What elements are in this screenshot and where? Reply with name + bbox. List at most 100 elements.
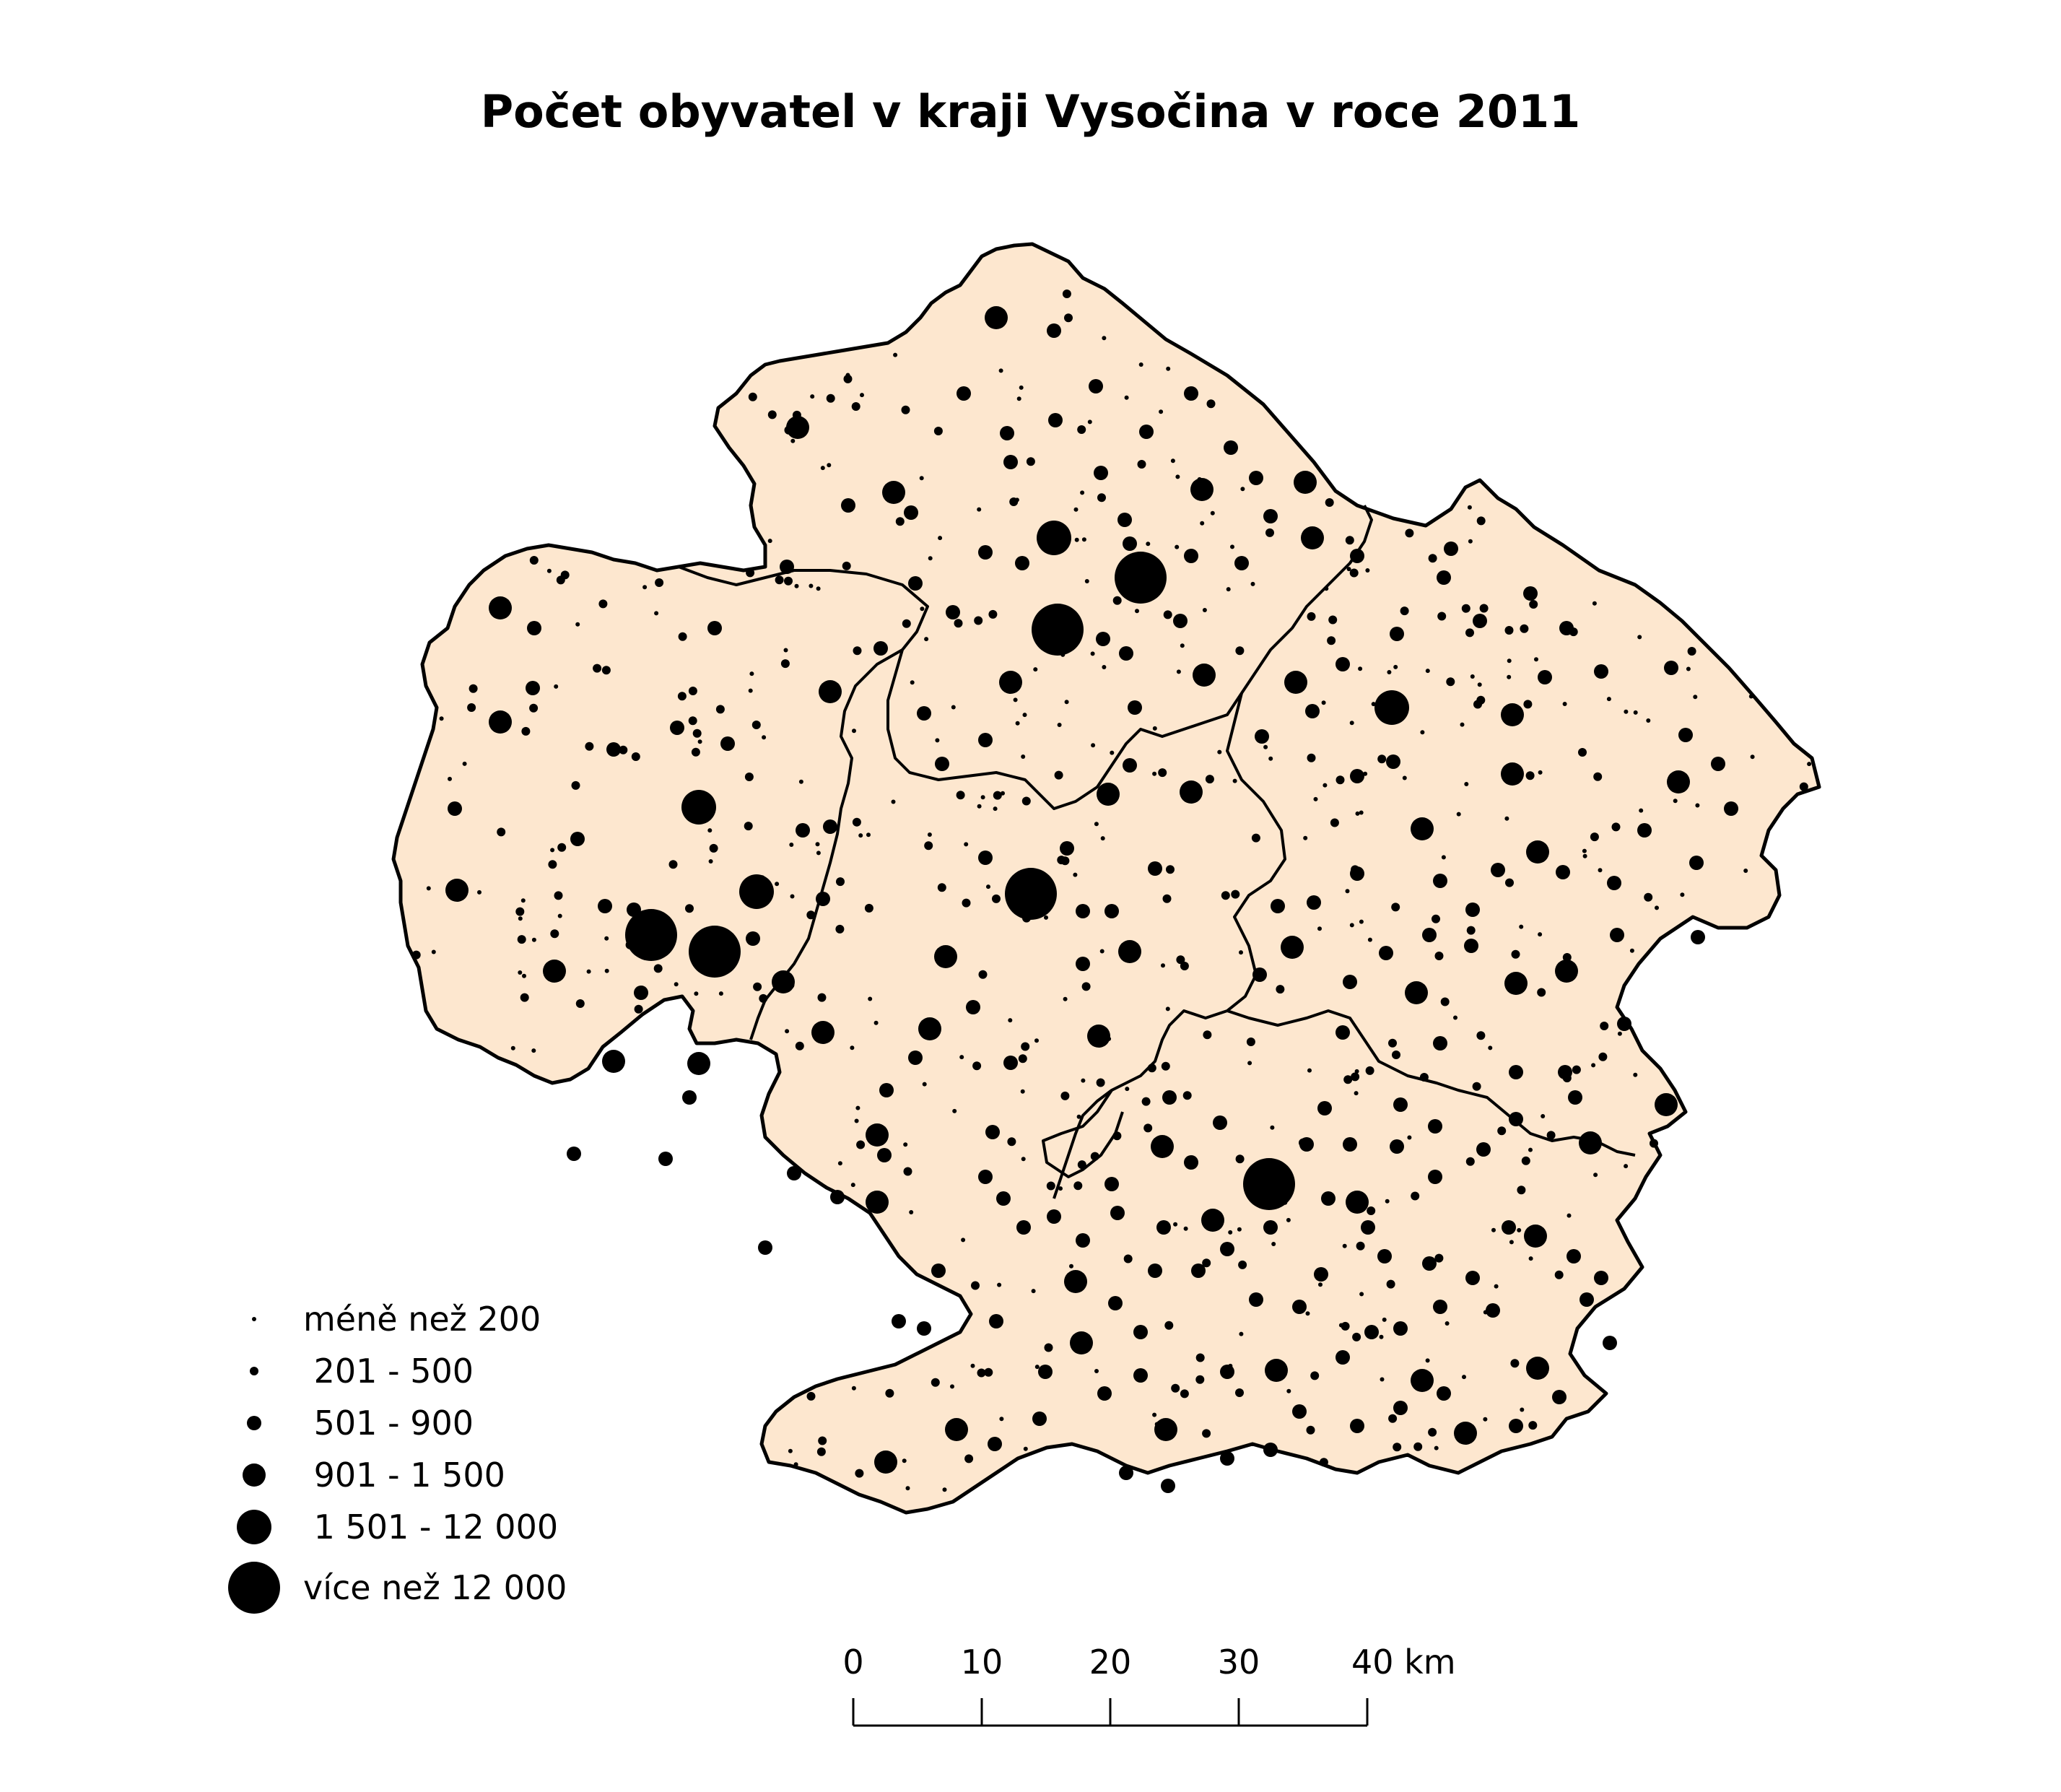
settlement-symbol-large-36 (1501, 703, 1524, 726)
legend-symbol-1 (252, 1317, 256, 1321)
settlement-symbol-medium-147 (1220, 1365, 1234, 1379)
settlement-symbol-medium-53 (527, 621, 541, 635)
settlement-symbol-small-80 (1517, 1227, 1522, 1232)
settlement-symbol-medium-40 (682, 1090, 697, 1105)
settlement-symbol-small-219 (858, 833, 863, 838)
settlement-symbol-small-240 (864, 903, 873, 913)
settlement-symbol-small-446 (1593, 1173, 1598, 1178)
settlement-symbol-medium-17 (917, 706, 931, 721)
settlement-symbol-small-216 (1112, 596, 1122, 605)
settlement-symbol-small-401 (837, 1161, 842, 1166)
settlement-symbol-small-101 (1091, 743, 1096, 748)
map-title: Počet obyvatel v kraji Vysočina v roce 2… (480, 85, 1581, 138)
settlement-symbol-small-465 (1286, 1217, 1291, 1222)
settlement-symbol-medium-48 (816, 892, 830, 906)
settlement-symbol-medium-82 (1594, 664, 1608, 679)
settlement-symbol-small-439 (1507, 674, 1512, 679)
settlement-symbol-small-141 (1510, 1359, 1520, 1368)
settlement-symbol-small-458 (1007, 1137, 1016, 1147)
settlement-symbol-small-186 (1159, 409, 1164, 414)
settlement-symbol-medium-138 (1016, 1220, 1031, 1235)
settlement-symbol-small-92 (902, 1458, 907, 1463)
settlement-symbol-small-147 (1303, 835, 1308, 840)
settlement-symbol-small-52 (816, 1447, 826, 1456)
settlement-symbol-medium-137 (1047, 1209, 1061, 1224)
settlement-symbol-medium-79 (1637, 823, 1652, 838)
settlement-symbol-medium-0 (957, 386, 971, 401)
settlement-symbol-small-207 (1472, 1082, 1481, 1091)
settlement-symbol-small-197 (954, 619, 963, 628)
settlement-symbol-small-8 (1468, 539, 1473, 544)
settlement-symbol-small-131 (820, 466, 825, 471)
settlement-symbol-small-453 (1477, 682, 1482, 687)
settlement-symbol-large-33 (866, 1191, 889, 1214)
settlement-symbol-small-6 (993, 791, 1002, 800)
settlement-symbol-small-152 (1382, 1317, 1387, 1322)
settlement-symbol-small-65 (1018, 1054, 1027, 1064)
legend-label-3: 501 - 900 (303, 1404, 474, 1443)
settlement-symbol-medium-25 (1148, 861, 1162, 876)
settlement-symbol-medium-130 (1292, 1300, 1307, 1314)
settlement-symbol-small-42 (806, 910, 816, 920)
settlement-symbol-small-363 (546, 568, 552, 573)
settlement-symbol-small-30 (1359, 810, 1364, 815)
settlement-symbol-large-41 (1281, 936, 1304, 959)
settlement-symbol-small-175 (634, 1004, 643, 1014)
settlement-symbol-small-436 (1019, 385, 1024, 390)
settlement-symbol-small-336 (554, 891, 563, 900)
settlement-symbol-large-23 (602, 1050, 625, 1073)
settlement-symbol-small-179 (1380, 1377, 1385, 1382)
settlement-symbol-small-457 (1081, 1078, 1086, 1083)
settlement-symbol-large-40 (1526, 840, 1549, 864)
settlement-symbol-medium-159 (1263, 1443, 1278, 1457)
settlement-symbol-small-333 (845, 373, 850, 378)
settlement-symbol-small-426 (1202, 1429, 1211, 1438)
settlement-symbol-small-275 (793, 1462, 798, 1467)
settlement-symbol-small-456 (873, 1020, 879, 1025)
settlement-symbol-small-473 (1058, 1186, 1063, 1191)
settlement-symbol-small-59 (1567, 1213, 1572, 1218)
settlement-symbol-small-374 (1413, 1442, 1423, 1451)
legend-symbol-4 (243, 1463, 266, 1487)
settlement-symbol-small-340 (1158, 768, 1167, 778)
district-borders (678, 505, 1636, 1199)
settlement-symbol-small-50 (462, 761, 467, 766)
settlement-symbol-small-11 (762, 735, 767, 740)
settlement-symbol-small-302 (1064, 700, 1069, 705)
settlement-symbol-small-201 (1520, 1407, 1525, 1412)
settlement-symbol-large-32 (866, 1123, 889, 1147)
settlement-symbol-small-27 (1147, 1064, 1156, 1073)
settlement-symbol-small-395 (937, 883, 946, 892)
settlement-symbol-medium-151 (1437, 1386, 1451, 1401)
settlement-symbol-small-493 (1465, 1157, 1475, 1166)
settlement-symbol-large-18 (489, 596, 512, 619)
settlement-symbol-small-308 (1393, 664, 1398, 669)
settlement-symbol-small-509 (1633, 1072, 1638, 1077)
settlement-symbol-small-91 (515, 907, 525, 916)
settlement-symbol-small-319 (1379, 1334, 1384, 1339)
settlement-symbol-small-49 (970, 1363, 975, 1368)
settlement-symbol-medium-45 (720, 736, 735, 751)
settlement-symbol-small-145 (956, 791, 965, 800)
settlement-symbol-small-414 (1590, 832, 1599, 842)
settlement-symbol-small-372 (1310, 1371, 1320, 1380)
settlement-symbol-large-53 (1346, 1191, 1369, 1214)
settlement-symbol-small-276 (518, 916, 523, 921)
settlement-symbol-small-89 (783, 648, 788, 653)
settlement-symbol-small-196 (1064, 313, 1073, 323)
settlement-symbol-small-494 (854, 1118, 859, 1123)
settlement-symbol-large-26 (1005, 868, 1057, 920)
settlement-symbol-small-375 (575, 622, 580, 627)
settlement-symbol-small-87 (1386, 1279, 1395, 1289)
settlement-symbol-small-324 (1476, 1031, 1486, 1040)
settlement-symbol-small-1 (1650, 1139, 1658, 1148)
settlement-symbol-small-33 (1391, 902, 1400, 912)
settlement-symbol-medium-1 (1048, 413, 1063, 427)
settlement-symbol-small-415 (1180, 643, 1185, 648)
settlement-symbol-small-390 (619, 745, 628, 754)
settlement-symbol-small-361 (860, 393, 864, 398)
settlement-symbol-small-105 (1592, 601, 1597, 606)
settlement-symbol-small-185 (1655, 905, 1659, 910)
settlement-symbol-small-193 (1305, 1311, 1310, 1316)
settlement-symbol-small-192 (1073, 507, 1079, 512)
